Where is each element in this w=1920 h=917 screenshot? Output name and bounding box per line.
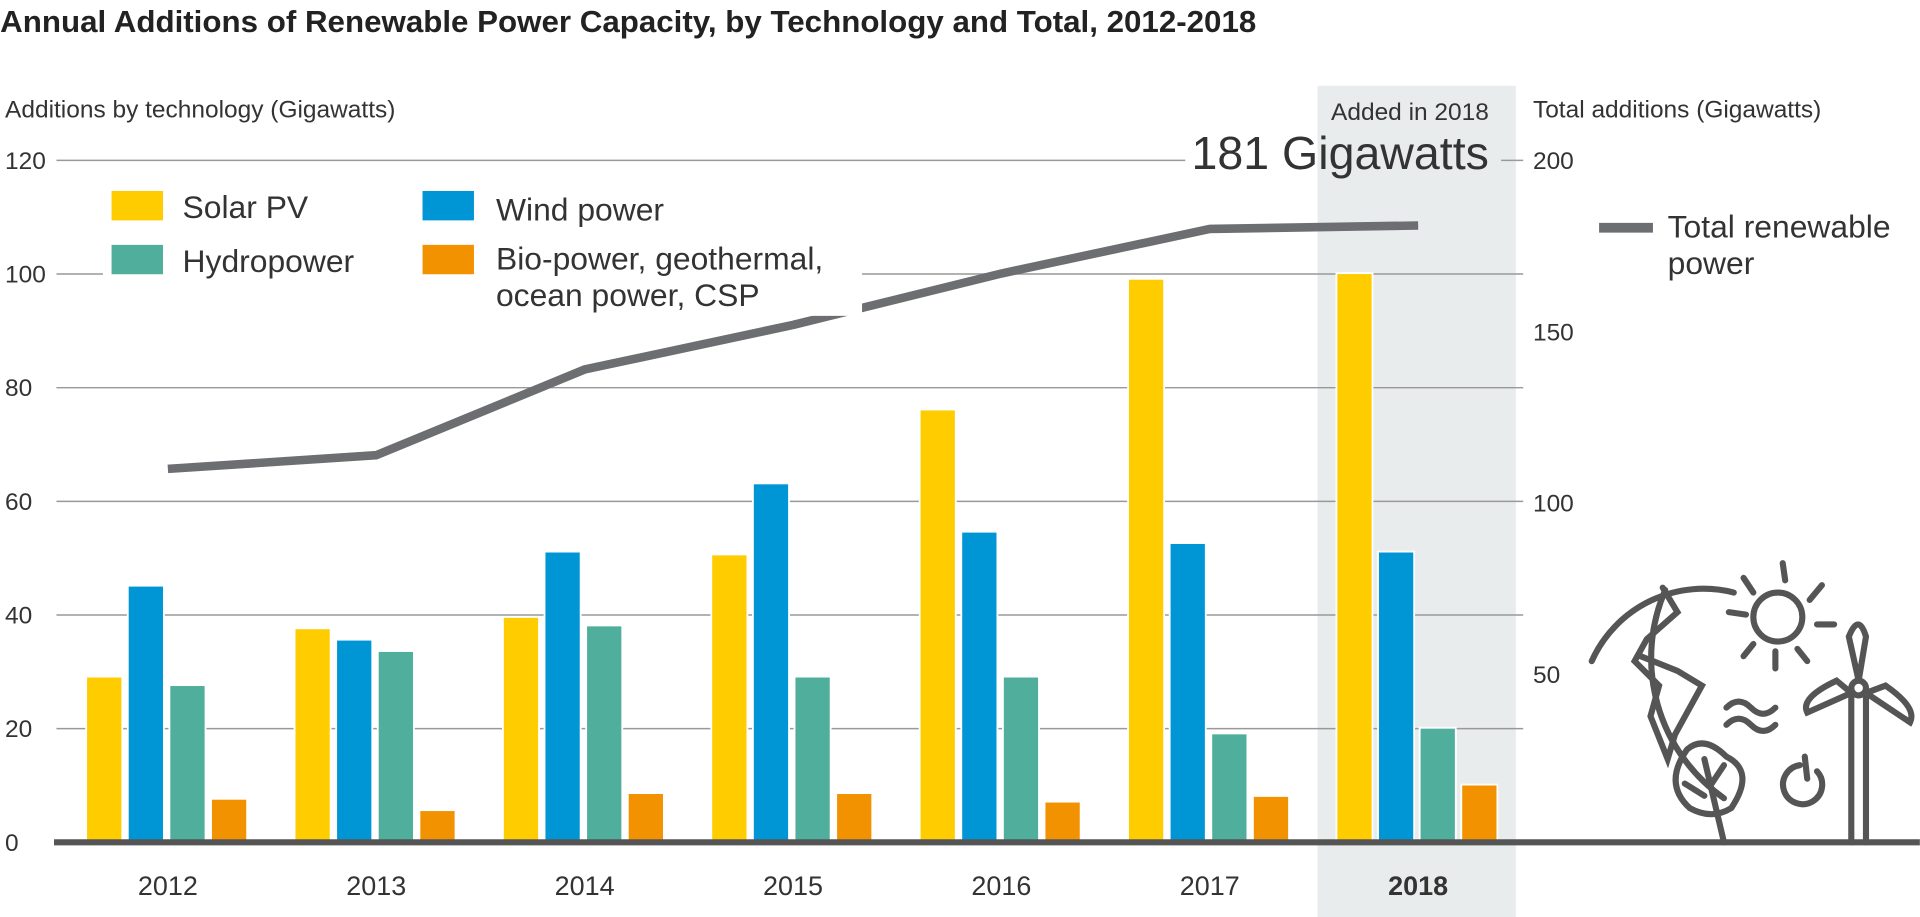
x-tick-label-2015: 2015 [763, 871, 823, 901]
bar-bio-power-2016 [1043, 800, 1082, 845]
bar-solar-2017 [1127, 277, 1166, 845]
bar-wind-2015 [751, 482, 790, 845]
x-tick-labels: 2012 2013 2014 2015 2016 2017 2018 [138, 871, 1448, 901]
power-icon [1779, 753, 1826, 808]
legend-label-solar: Solar PV [183, 189, 309, 225]
bar-hydropower-2014 [585, 624, 624, 845]
right-tick-label: 150 [1533, 319, 1574, 346]
bar-hydropower-2016 [1001, 675, 1040, 845]
bar-bio-power-2018 [1460, 783, 1499, 845]
left-tick-label: 80 [5, 375, 32, 402]
left-tick-label: 40 [5, 603, 32, 630]
left-tick-label: 60 [5, 489, 32, 516]
legend-label-hydro: Hydropower [183, 243, 355, 279]
bar-hydropower-2017 [1210, 732, 1249, 845]
bar-solar-2014 [501, 616, 540, 845]
legend-label-total-2: power [1668, 245, 1755, 281]
legend-label-wind: Wind power [496, 191, 664, 227]
bar-wind-2017 [1168, 542, 1207, 845]
sun-icon [1725, 560, 1838, 672]
bar-wind-2016 [960, 530, 999, 845]
legend: Solar PV Wind power Hydropower Bio-power… [102, 181, 1891, 316]
bar-solar-2015 [710, 553, 749, 845]
left-tick-label: 100 [5, 262, 46, 289]
bar-solar-2016 [918, 408, 957, 845]
legend-swatch-wind [422, 190, 474, 221]
left-tick-label: 120 [5, 148, 46, 175]
x-tick-label-2013: 2013 [346, 871, 406, 901]
x-tick-label-2014: 2014 [555, 871, 615, 901]
x-tick-label-2012: 2012 [138, 871, 198, 901]
right-tick-label: 50 [1533, 662, 1560, 689]
legend-label-total-1: Total renewable [1668, 209, 1891, 245]
bar-hydropower-2013 [376, 650, 415, 845]
left-tick-label: 0 [5, 830, 19, 857]
x-tick-label-2016: 2016 [971, 871, 1031, 901]
bar-wind-2014 [543, 550, 582, 845]
bar-solar-2012 [85, 675, 124, 845]
legend-swatch-other [422, 244, 474, 275]
annotation-181-gigawatts: 181 Gigawatts [1192, 127, 1489, 179]
chart-title: Annual Additions of Renewable Power Capa… [0, 5, 1256, 39]
bar-bio-power-2013 [418, 809, 457, 845]
legend-label-other-1: Bio-power, geothermal, [496, 240, 823, 276]
bar-wind-2013 [335, 638, 374, 845]
bar-bio-power-2014 [626, 792, 665, 845]
annotation-added-in-2018: Added in 2018 [1331, 99, 1489, 126]
bar-wind-2018 [1377, 550, 1416, 845]
bar-bio-power-2012 [210, 797, 249, 845]
renewable-illustration [1588, 560, 1915, 846]
wind-turbine-icon [1803, 621, 1915, 846]
legend-label-other-2: ocean power, CSP [496, 277, 760, 313]
bar-hydropower-2018 [1418, 726, 1457, 845]
legend-swatch-hydro [111, 244, 163, 275]
right-tick-label: 100 [1533, 491, 1574, 518]
left-axis-label: Additions by technology (Gigawatts) [5, 97, 395, 124]
x-tick-label-2018: 2018 [1388, 871, 1448, 901]
globe-continent [1630, 584, 1707, 769]
leaf-icon [1672, 740, 1746, 846]
left-tick-label: 20 [5, 716, 32, 743]
bar-bio-power-2017 [1251, 795, 1290, 845]
globe-icon [1588, 585, 1737, 802]
right-tick-label: 200 [1533, 148, 1574, 175]
water-wave-icon [1723, 698, 1779, 734]
bar-hydropower-2012 [168, 684, 207, 845]
bar-solar-2018 [1335, 272, 1374, 845]
bar-hydropower-2015 [793, 675, 832, 845]
legend-swatch-solar [111, 190, 163, 221]
x-tick-label-2017: 2017 [1180, 871, 1240, 901]
bar-bio-power-2015 [835, 792, 874, 845]
bar-solar-2013 [293, 627, 332, 845]
axis-ticks: 0 20 40 60 80 100 120 50 100 150 200 [5, 148, 1574, 857]
right-axis-label: Total additions (Gigawatts) [1533, 97, 1821, 124]
bars [85, 272, 1499, 845]
bar-wind-2012 [126, 584, 165, 845]
